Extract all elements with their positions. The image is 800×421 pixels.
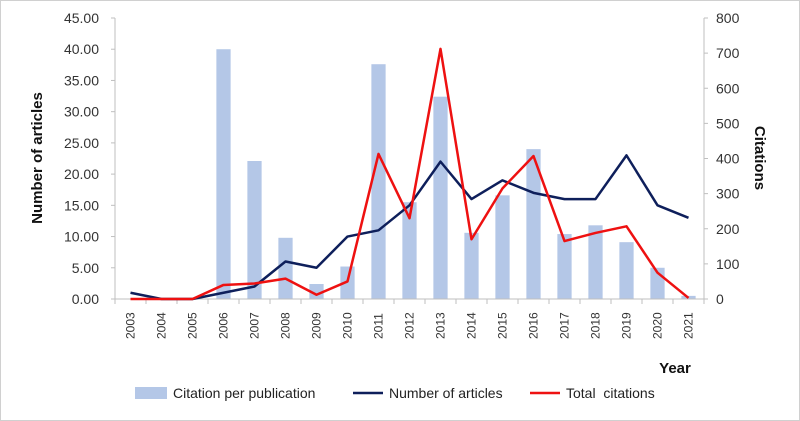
x-tick-label: 2014 [465,312,479,339]
x-tick-label: 2012 [403,312,417,339]
x-tick-label: 2004 [155,312,169,339]
x-tick-label: 2015 [496,312,510,339]
y2-tick-label: 200 [716,221,740,237]
y-tick-label: 20.00 [64,166,99,182]
legend-label-total-citations: Total citations [566,385,655,401]
y2-tick-label: 500 [716,115,740,131]
bar-2019 [619,242,634,299]
y-tick-label: 10.00 [64,229,99,245]
legend-swatch-citation-per-publication [135,387,167,399]
x-tick-label: 2020 [651,312,665,339]
y-tick-label: 5.00 [72,260,99,276]
line-total-citations [130,47,690,301]
y2-tick-label: 100 [716,256,740,272]
legend-label-citation-per-publication: Citation per publication [173,385,315,401]
x-tick-label: 2006 [217,312,231,339]
bar-2012 [402,202,417,299]
y2-tick-label: 800 [716,10,740,26]
x-tick-label: 2016 [527,312,541,339]
y2-tick-label: 400 [716,151,740,167]
bar-2015 [495,195,510,299]
x-tick-label: 2019 [620,312,634,339]
y-tick-label: 40.00 [64,41,99,57]
y-axis-title: Number of articles [29,92,46,224]
x-tick-label: 2005 [186,312,200,339]
y-tick-label: 30.00 [64,104,99,120]
y2-tick-label: 300 [716,186,740,202]
line-number-of-articles [130,154,689,301]
x-tick-label: 2003 [124,312,138,339]
x-axis-title: Year [659,360,691,377]
y-tick-label: 35.00 [64,72,99,88]
bar-2013 [433,96,448,300]
bar-2018 [588,225,603,299]
lines-layer [130,47,690,301]
y-tick-label: 0.00 [72,291,99,307]
legend-label-number-of-articles: Number of articles [389,385,503,401]
bar-2011 [371,64,386,299]
x-tick-label: 2021 [682,312,696,339]
y2-tick-label: 600 [716,80,740,96]
x-tick-label: 2007 [248,312,262,339]
bar-2008 [278,237,293,299]
y-tick-label: 15.00 [64,197,99,213]
x-tick-label: 2018 [589,312,603,339]
bar-2007 [247,160,262,299]
x-tick-label: 2010 [341,312,355,339]
x-tick-label: 2017 [558,312,572,339]
bar-2017 [557,234,572,299]
y2-tick-label: 0 [716,291,724,307]
x-tick-label: 2008 [279,312,293,339]
x-tick-label: 2013 [434,312,448,339]
legend: Citation per publication Number of artic… [135,385,655,401]
bar-2016 [526,149,541,299]
bar-2009 [309,284,324,299]
x-tick-label: 2011 [372,313,386,339]
y2-tick-label: 700 [716,45,740,61]
y2-axis-title: Citations [751,126,768,190]
x-tick-label: 2009 [310,312,324,339]
y-tick-label: 25.00 [64,135,99,151]
bar-2014 [464,232,479,299]
y-tick-label: 45.00 [64,10,99,26]
axes-layer [111,17,708,304]
ticks-layer: 0.00 5.00 10.00 15.00 20.00 25.00 30.00 35.00 40… [64,10,740,339]
bar-2006 [216,49,231,299]
